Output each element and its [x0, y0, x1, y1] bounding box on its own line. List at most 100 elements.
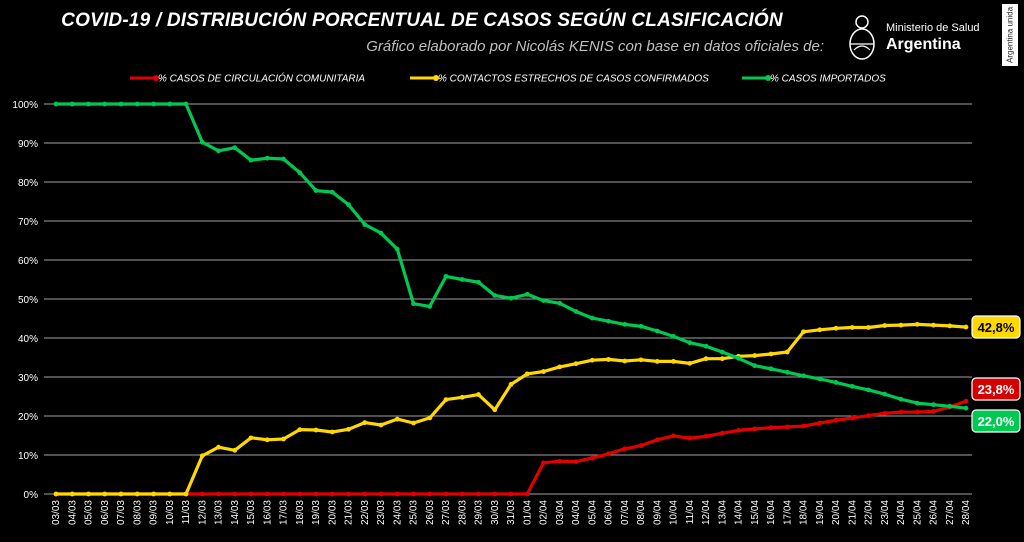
data-point — [768, 366, 774, 372]
data-point — [167, 491, 173, 497]
end-label-text: 23,8% — [978, 382, 1015, 397]
data-point — [931, 408, 936, 414]
x-tick-label: 22/03 — [360, 500, 371, 525]
ministry-logo: Ministerio de Salud Argentina — [842, 10, 992, 66]
data-point — [459, 394, 465, 400]
data-point — [476, 392, 481, 397]
x-tick-label: 08/03 — [132, 500, 143, 525]
data-point — [183, 101, 189, 107]
data-point — [768, 351, 774, 357]
data-point — [638, 323, 644, 329]
data-point — [573, 459, 579, 465]
x-tick-label: 09/04 — [652, 500, 663, 525]
x-tick-label: 10/03 — [165, 500, 176, 525]
data-point — [329, 491, 335, 497]
data-point — [297, 491, 303, 497]
data-point — [69, 101, 75, 107]
data-point — [947, 403, 953, 409]
data-point — [362, 420, 368, 426]
data-point — [752, 353, 758, 358]
x-tick-label: 07/04 — [620, 500, 631, 525]
data-point — [476, 491, 481, 497]
data-point — [53, 491, 59, 497]
data-point — [687, 340, 693, 346]
series-line — [56, 102, 967, 410]
data-point — [833, 417, 839, 423]
data-point — [687, 360, 693, 366]
data-point — [557, 300, 563, 306]
end-label-text: 42,8% — [978, 320, 1015, 335]
x-tick-label: 24/04 — [896, 500, 907, 525]
x-tick-label: 06/04 — [604, 500, 615, 525]
data-point — [719, 430, 725, 436]
data-point — [378, 491, 384, 497]
data-point — [524, 491, 530, 497]
end-label-box — [971, 377, 1021, 401]
y-tick-label: 0% — [24, 490, 39, 501]
data-point — [573, 361, 579, 367]
data-point — [703, 356, 709, 362]
y-axis-ticks: 0% 10% 20% 30% 40% 50% 60% 70% 80% 90% 100% — [12, 100, 38, 501]
data-point — [313, 427, 319, 433]
data-point — [931, 402, 936, 408]
x-tick-label: 20/04 — [831, 500, 842, 525]
data-point — [703, 343, 709, 349]
x-tick-label: 25/04 — [912, 500, 923, 525]
x-tick-label: 12/03 — [197, 500, 208, 525]
legend-marker — [765, 75, 771, 81]
data-point — [411, 491, 416, 497]
data-point — [866, 413, 871, 419]
data-point — [362, 222, 368, 227]
series-line — [56, 322, 967, 496]
data-point — [622, 358, 628, 364]
data-point — [671, 433, 676, 439]
data-point — [313, 491, 319, 497]
x-tick-label: 31/03 — [506, 500, 517, 525]
data-point — [443, 273, 449, 279]
x-tick-label: 21/03 — [344, 500, 355, 525]
data-point — [541, 369, 546, 374]
data-point — [833, 380, 839, 385]
data-point — [281, 156, 286, 162]
data-point — [151, 101, 156, 107]
series-end-labels: 23,8% 42,8% 22,0% — [971, 315, 1021, 433]
data-point — [492, 491, 498, 497]
data-point — [248, 435, 254, 441]
data-point — [833, 325, 839, 331]
x-tick-label: 24/03 — [392, 500, 403, 525]
series-lines — [53, 101, 969, 497]
data-point — [134, 101, 140, 107]
x-tick-label: 18/04 — [799, 500, 810, 525]
data-point — [573, 309, 579, 314]
x-tick-label: 15/03 — [246, 500, 257, 525]
data-point — [508, 382, 514, 387]
x-tick-label: 27/04 — [945, 500, 956, 525]
data-point — [849, 383, 855, 389]
x-tick-label: 22/04 — [864, 500, 875, 525]
x-tick-label: 29/03 — [474, 500, 485, 525]
data-point — [102, 101, 108, 107]
data-point — [654, 328, 660, 334]
data-point — [508, 491, 514, 497]
data-point — [378, 422, 384, 428]
data-point — [216, 444, 221, 450]
data-point — [232, 447, 238, 453]
x-tick-label: 14/03 — [230, 500, 241, 525]
data-point — [378, 230, 384, 236]
y-tick-label: 70% — [18, 217, 38, 228]
chart-grid — [44, 103, 972, 495]
x-tick-label: 07/03 — [116, 500, 127, 525]
data-point — [313, 188, 319, 193]
data-point — [167, 101, 173, 107]
data-point — [882, 410, 888, 416]
data-point — [541, 460, 546, 466]
x-tick-label: 09/03 — [149, 500, 160, 525]
data-point — [134, 491, 140, 497]
data-point — [394, 246, 400, 252]
country-name: Argentina — [886, 36, 961, 53]
data-point — [671, 334, 676, 339]
data-point — [69, 491, 75, 497]
x-tick-label: 05/04 — [587, 500, 598, 525]
data-point — [963, 405, 969, 411]
data-point — [492, 293, 498, 298]
